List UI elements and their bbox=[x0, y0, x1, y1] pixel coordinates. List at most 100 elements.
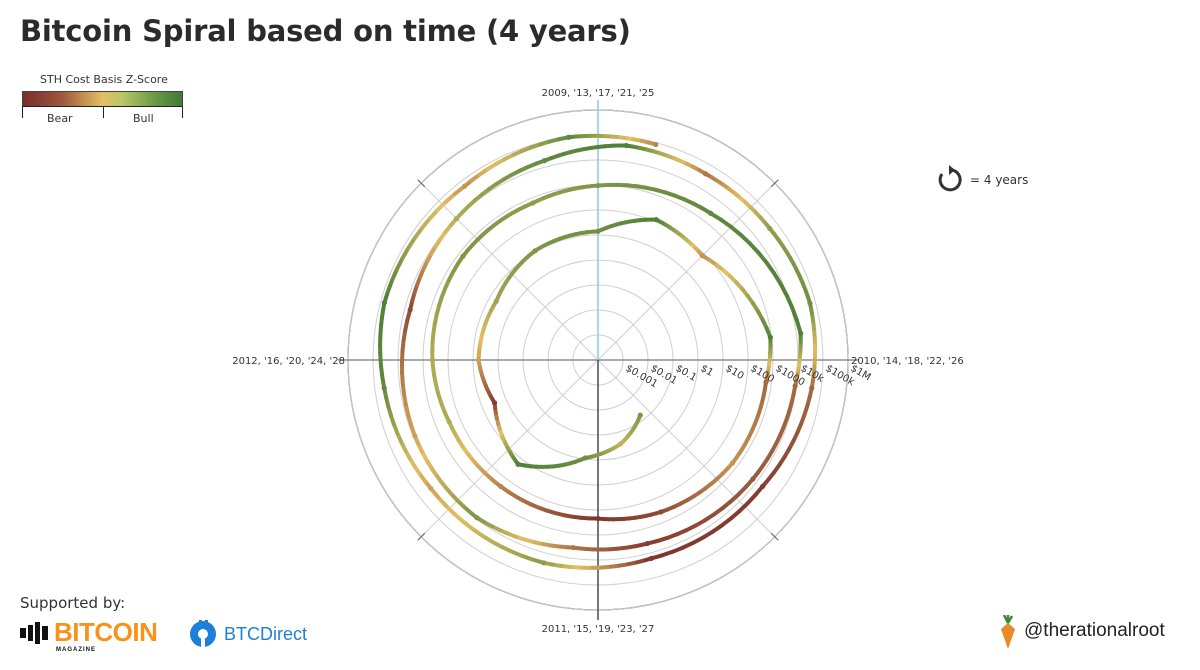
spiral-point bbox=[407, 307, 413, 313]
spiral-point bbox=[462, 183, 468, 189]
spiral-point bbox=[475, 357, 482, 363]
spiral-segment bbox=[778, 282, 789, 298]
spiral-segment bbox=[784, 293, 795, 310]
spiral-point bbox=[541, 560, 547, 566]
spiral-point bbox=[595, 228, 601, 234]
spiral-point bbox=[648, 555, 654, 562]
spiral-point bbox=[541, 158, 548, 164]
legend-bear-label: Bear bbox=[47, 112, 73, 125]
rotation-arrow-icon bbox=[938, 165, 962, 192]
polar-grid bbox=[338, 100, 858, 620]
bitcoin-magazine-logo: BITCOIN MAGAZINE bbox=[20, 617, 158, 653]
spiral-point bbox=[582, 455, 588, 461]
legend-bull-label: Bull bbox=[133, 112, 154, 125]
spiral-point bbox=[570, 544, 576, 551]
spiral-point bbox=[491, 400, 498, 406]
grid-spoke bbox=[420, 182, 599, 361]
legend-tick bbox=[103, 106, 104, 118]
grid-spoke bbox=[597, 359, 776, 538]
spiral-point bbox=[412, 433, 418, 439]
spiral-point bbox=[493, 298, 499, 304]
spiral-segment bbox=[406, 235, 417, 250]
outer-tick bbox=[417, 532, 426, 541]
spiral-point bbox=[428, 485, 434, 491]
legend-tick bbox=[182, 106, 183, 118]
spiral-point bbox=[658, 509, 664, 515]
btc-direct-name: BTCDirect bbox=[224, 624, 308, 644]
rotation-note: = 4 years bbox=[970, 173, 1029, 187]
angular-label-top: 2009, '13, '17, '21, '25 bbox=[542, 88, 655, 99]
spiral-point bbox=[474, 515, 480, 521]
bitcoin-magazine-icon bbox=[20, 622, 48, 644]
spiral-point bbox=[623, 142, 629, 149]
spiral-point bbox=[617, 441, 624, 447]
spiral-point bbox=[446, 419, 452, 425]
legend-tick bbox=[22, 106, 23, 118]
spiral-point bbox=[699, 253, 705, 259]
twitter-handle: @therationalroot bbox=[1024, 620, 1165, 641]
spiral-point bbox=[566, 134, 572, 140]
radial-tick-label: $10 bbox=[724, 363, 746, 382]
outer-tick bbox=[770, 532, 779, 541]
legend-ticks bbox=[22, 106, 183, 118]
bitcoin-magazine-sub: MAGAZINE bbox=[56, 647, 96, 653]
legend-title: STH Cost Basis Z-Score bbox=[40, 73, 168, 86]
spiral-point bbox=[530, 200, 536, 206]
spiral-segment bbox=[395, 256, 405, 271]
spiral-point bbox=[750, 476, 756, 482]
grid-spoke bbox=[597, 182, 776, 361]
spiral-point bbox=[702, 171, 709, 177]
spiral-point bbox=[729, 460, 736, 466]
angular-label-right: 2010, '14, '18, '22, '26 bbox=[851, 356, 964, 367]
spiral-segment bbox=[772, 271, 783, 287]
spiral-point bbox=[807, 300, 813, 306]
spiral-point bbox=[809, 385, 815, 391]
supported-by-label: Supported by: bbox=[20, 594, 126, 612]
angular-label-bottom: 2011, '15, '19, '23, '27 bbox=[542, 624, 655, 635]
carrot-icon bbox=[1001, 615, 1015, 649]
angular-label-left: 2012, '16, '20, '24, '28 bbox=[232, 356, 345, 367]
spiral-point bbox=[760, 483, 766, 489]
spiral-point bbox=[381, 385, 387, 391]
spiral-point bbox=[532, 248, 538, 254]
chart-title: Bitcoin Spiral based on time (4 years) bbox=[20, 14, 631, 48]
spiral-point bbox=[637, 412, 643, 418]
spiral-segment bbox=[729, 224, 743, 237]
spiral-point bbox=[381, 300, 388, 306]
btc-direct-icon bbox=[190, 620, 216, 647]
spiral-point bbox=[453, 215, 460, 222]
spiral-point bbox=[644, 540, 650, 547]
spiral-point bbox=[595, 515, 601, 522]
radial-tick-label: $100 bbox=[749, 363, 777, 385]
spiral-point bbox=[515, 461, 521, 467]
spiral-segment bbox=[719, 217, 734, 229]
spiral-segment bbox=[790, 305, 799, 323]
spiral-point bbox=[653, 216, 659, 223]
spiral-point bbox=[429, 357, 436, 363]
spiral-point bbox=[498, 483, 504, 490]
outer-tick bbox=[770, 179, 779, 188]
price-spiral bbox=[378, 133, 818, 570]
spiral-point bbox=[707, 210, 714, 216]
bitcoin-magazine-name: BITCOIN bbox=[54, 617, 158, 647]
spiral-segment bbox=[738, 232, 752, 246]
radial-tick-label: $1 bbox=[699, 363, 716, 379]
spiral-point bbox=[767, 225, 773, 231]
spiral-segment bbox=[764, 260, 777, 276]
spiral-segment bbox=[747, 241, 761, 255]
spiral-segment bbox=[390, 266, 400, 282]
legend-axis-line bbox=[22, 106, 183, 107]
outer-tick bbox=[417, 179, 426, 188]
spiral-point bbox=[798, 330, 804, 336]
spiral-segment bbox=[756, 250, 769, 265]
spiral-point bbox=[767, 334, 773, 340]
spiral-point bbox=[653, 141, 659, 148]
spiral-point bbox=[792, 383, 798, 389]
spiral-segment bbox=[400, 245, 411, 261]
spiral-point bbox=[595, 182, 601, 189]
spiral-point bbox=[460, 253, 466, 259]
radial-tick-label: $0.1 bbox=[674, 363, 699, 384]
spiral-point bbox=[763, 379, 769, 385]
spiral-segment bbox=[386, 277, 395, 294]
